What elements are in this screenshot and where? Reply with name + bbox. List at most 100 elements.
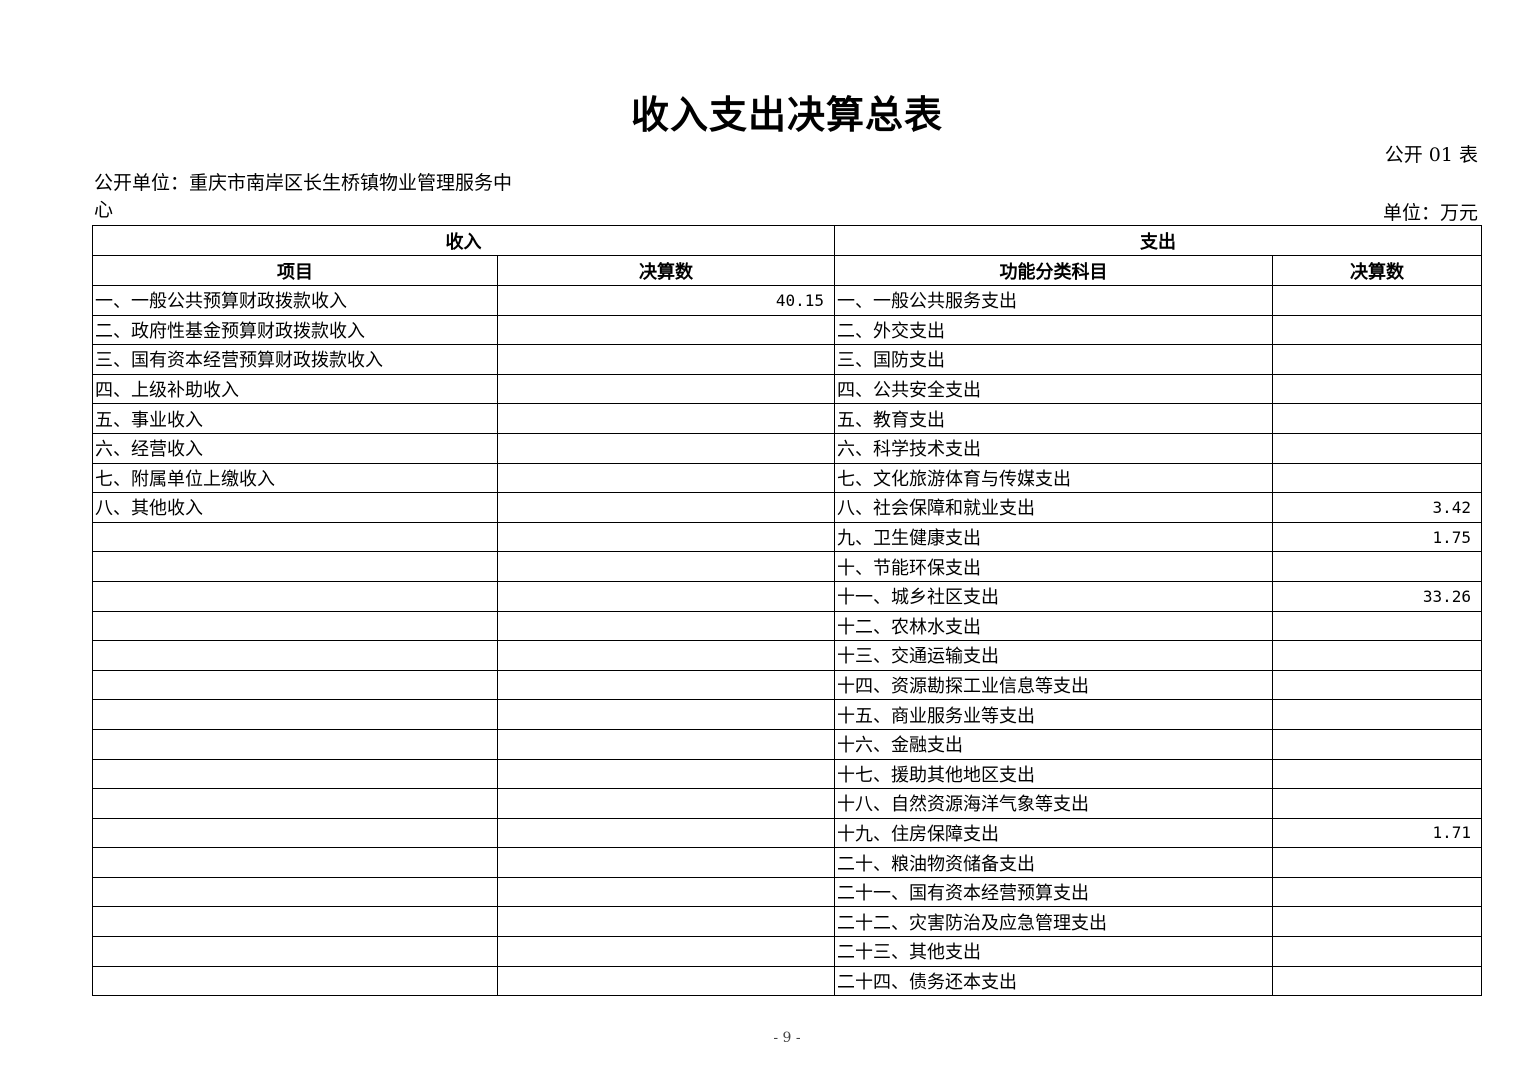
- income-amount-cell: [497, 580, 835, 612]
- table-row: 十二、农林水支出: [92, 610, 1482, 642]
- table-row: 十七、援助其他地区支出: [92, 758, 1482, 790]
- income-amount-cell: [497, 817, 835, 849]
- income-amount-cell: [497, 610, 835, 642]
- income-item-cell: [92, 610, 498, 642]
- expense-amount-header: 决算数: [1272, 255, 1482, 286]
- table-row: 六、经营收入 六、科学技术支出: [92, 432, 1482, 464]
- expense-amount-cell: [1272, 876, 1482, 908]
- income-amount-cell: [497, 758, 835, 790]
- income-item-cell: 七、附属单位上缴收入: [92, 462, 498, 494]
- income-amount-cell: [497, 728, 835, 760]
- income-amount-cell: [497, 373, 835, 405]
- expense-amount-cell: [1272, 788, 1482, 819]
- income-expense-table: 收入 支出 项目 决算数 功能分类科目 决算数 一、一般公共预算财政拨款收入 40…: [92, 225, 1482, 997]
- expense-item-cell: 七、文化旅游体育与传媒支出: [834, 462, 1273, 494]
- page-number: - 9 -: [773, 1030, 801, 1046]
- expense-amount-cell: [1272, 285, 1482, 316]
- expense-amount-cell: [1272, 432, 1482, 464]
- expense-item-cell: 九、卫生健康支出: [834, 521, 1273, 553]
- expense-amount-cell: [1272, 373, 1482, 405]
- expense-item-cell: 四、公共安全支出: [834, 373, 1273, 405]
- income-amount-cell: [497, 492, 835, 523]
- income-amount-cell: [497, 669, 835, 701]
- income-item-cell: [92, 551, 498, 582]
- table-row: 四、上级补助收入 四、公共安全支出: [92, 373, 1482, 405]
- income-item-cell: [92, 965, 498, 997]
- expense-item-cell: 十、节能环保支出: [834, 551, 1273, 582]
- income-item-cell: [92, 580, 498, 612]
- income-amount-cell: [497, 640, 835, 671]
- income-item-cell: 一、一般公共预算财政拨款收入: [92, 285, 498, 316]
- item-header: 项目: [92, 255, 498, 286]
- expense-item-cell: 三、国防支出: [834, 344, 1273, 375]
- income-item-cell: [92, 758, 498, 790]
- income-item-cell: [92, 817, 498, 849]
- page-title: 收入支出决算总表: [630, 92, 943, 137]
- expense-amount-cell: [1272, 344, 1482, 375]
- table-row: 二十二、灾害防治及应急管理支出: [92, 906, 1482, 938]
- income-item-cell: [92, 669, 498, 701]
- income-item-cell: 五、事业收入: [92, 403, 498, 434]
- expense-amount-cell: [1272, 314, 1482, 346]
- expense-item-cell: 十五、商业服务业等支出: [834, 699, 1273, 730]
- income-item-cell: 二、政府性基金预算财政拨款收入: [92, 314, 498, 346]
- income-item-cell: [92, 788, 498, 819]
- income-header: 收入: [92, 225, 835, 256]
- expense-amount-cell: [1272, 758, 1482, 790]
- expense-amount-cell: 1.75: [1272, 521, 1482, 553]
- expense-item-cell: 二十三、其他支出: [834, 936, 1273, 967]
- table-row: 十三、交通运输支出: [92, 640, 1482, 671]
- expense-item-cell: 十七、援助其他地区支出: [834, 758, 1273, 790]
- income-amount-cell: [497, 521, 835, 553]
- expense-item-cell: 十二、农林水支出: [834, 610, 1273, 642]
- table-row: 十一、城乡社区支出 33.26: [92, 580, 1482, 612]
- expense-amount-cell: [1272, 906, 1482, 938]
- table-row: 二十一、国有资本经营预算支出: [92, 876, 1482, 908]
- income-item-cell: 三、国有资本经营预算财政拨款收入: [92, 344, 498, 375]
- expense-amount-cell: [1272, 699, 1482, 730]
- income-amount-cell: [497, 344, 835, 375]
- expense-amount-cell: [1272, 965, 1482, 997]
- section-header-row: 收入 支出: [92, 225, 1482, 256]
- income-item-cell: [92, 728, 498, 760]
- expense-amount-cell: [1272, 551, 1482, 582]
- income-amount-cell: [497, 936, 835, 967]
- income-amount-cell: [497, 403, 835, 434]
- expense-amount-cell: [1272, 462, 1482, 494]
- income-amount-cell: 40.15: [497, 285, 835, 316]
- income-amount-cell: [497, 847, 835, 878]
- income-amount-header: 决算数: [497, 255, 835, 286]
- income-amount-cell: [497, 906, 835, 938]
- table-row: 二十三、其他支出: [92, 936, 1482, 967]
- expense-item-cell: 一、一般公共服务支出: [834, 285, 1273, 316]
- income-item-cell: [92, 699, 498, 730]
- income-amount-cell: [497, 788, 835, 819]
- table-row: 三、国有资本经营预算财政拨款收入 三、国防支出: [92, 344, 1482, 375]
- expense-item-cell: 八、社会保障和就业支出: [834, 492, 1273, 523]
- table-row: 七、附属单位上缴收入 七、文化旅游体育与传媒支出: [92, 462, 1482, 494]
- expense-amount-cell: [1272, 669, 1482, 701]
- table-row: 二、政府性基金预算财政拨款收入 二、外交支出: [92, 314, 1482, 346]
- table-row: 十、节能环保支出: [92, 551, 1482, 582]
- expense-item-cell: 二、外交支出: [834, 314, 1273, 346]
- expense-header: 支出: [834, 225, 1482, 256]
- income-item-cell: [92, 876, 498, 908]
- form-number: 公开 01 表: [1384, 144, 1478, 166]
- income-amount-cell: [497, 876, 835, 908]
- table-row: 一、一般公共预算财政拨款收入 40.15 一、一般公共服务支出: [92, 285, 1482, 316]
- expense-amount-cell: [1272, 728, 1482, 760]
- expense-item-cell: 十八、自然资源海洋气象等支出: [834, 788, 1273, 819]
- table-row: 九、卫生健康支出 1.75: [92, 521, 1482, 553]
- table-row: 十六、金融支出: [92, 728, 1482, 760]
- expense-amount-cell: [1272, 847, 1482, 878]
- expense-amount-cell: [1272, 936, 1482, 967]
- income-item-cell: [92, 847, 498, 878]
- column-header-row: 项目 决算数 功能分类科目 决算数: [92, 255, 1482, 286]
- expense-item-cell: 十一、城乡社区支出: [834, 580, 1273, 612]
- income-amount-cell: [497, 551, 835, 582]
- expense-amount-cell: [1272, 403, 1482, 434]
- table-row: 五、事业收入 五、教育支出: [92, 403, 1482, 434]
- income-item-cell: 八、其他收入: [92, 492, 498, 523]
- table-row: 十八、自然资源海洋气象等支出: [92, 788, 1482, 819]
- category-header: 功能分类科目: [834, 255, 1273, 286]
